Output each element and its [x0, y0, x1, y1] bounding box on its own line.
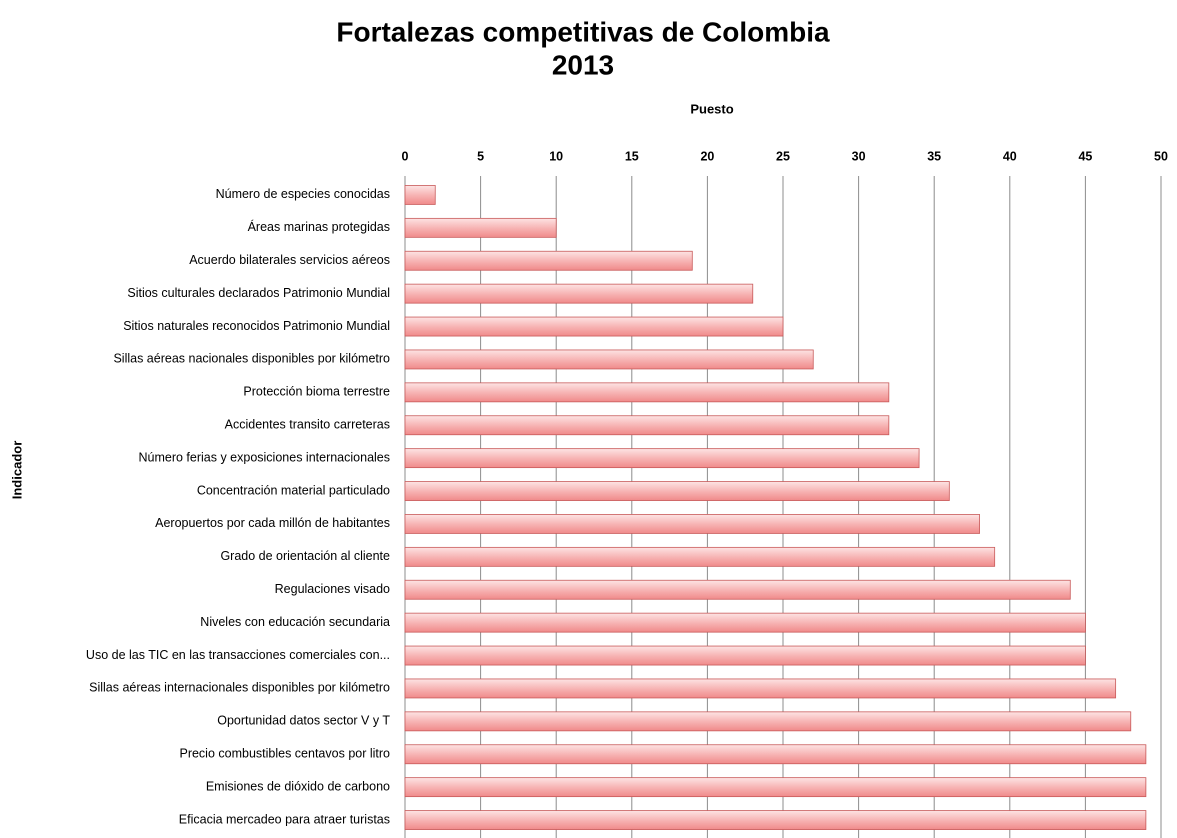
y-tick-label: Protección bioma terrestre: [243, 385, 390, 399]
y-tick-label: Sillas aéreas internacionales disponible…: [89, 681, 390, 695]
bar: [404, 612, 1086, 633]
x-tick-label: 20: [700, 149, 714, 163]
x-tick-label: 10: [549, 149, 563, 163]
x-tick-label: 45: [1078, 149, 1092, 163]
bar: [404, 349, 814, 370]
bar: [404, 217, 557, 238]
y-tick-label: Sitios culturales declarados Patrimonio …: [127, 286, 390, 300]
x-tick-label: 25: [776, 149, 790, 163]
bar: [404, 250, 693, 271]
y-tick-label: Oportunidad datos sector V y T: [217, 714, 390, 728]
x-tick-label: 0: [402, 149, 409, 163]
x-tick-label: 40: [1003, 149, 1017, 163]
y-tick-label: Aeropuertos por cada millón de habitante…: [155, 516, 390, 530]
chart-title: Fortalezas competitivas de Colombia: [336, 16, 830, 47]
bar: [404, 810, 1147, 830]
y-tick-label: Sillas aéreas nacionales disponibles por…: [113, 352, 390, 366]
bar: [404, 448, 920, 469]
x-tick-label: 50: [1154, 149, 1168, 163]
chart-subtitle: 2013: [552, 49, 614, 80]
y-tick-label: Regulaciones visado: [275, 582, 390, 596]
y-tick-label: Concentración material particulado: [197, 483, 390, 497]
y-tick-label: Grado de orientación al cliente: [220, 549, 390, 563]
x-tick-label: 35: [927, 149, 941, 163]
y-tick-label: Número de especies conocidas: [216, 187, 390, 201]
y-tick-label: Número ferias y exposiciones internacion…: [138, 450, 390, 464]
y-tick-label: Acuerdo bilaterales servicios aéreos: [189, 253, 390, 267]
x-tick-label: 30: [852, 149, 866, 163]
bar: [404, 415, 890, 436]
y-tick-label: Emisiones de dióxido de carbono: [206, 779, 390, 793]
x-axis-label: Puesto: [690, 101, 733, 116]
bar: [404, 645, 1086, 666]
y-tick-label: Eficacia mercadeo para atraer turistas: [179, 812, 390, 826]
x-tick-label: 15: [625, 149, 639, 163]
bar: [404, 382, 890, 403]
bar: [404, 711, 1132, 732]
bar: [404, 316, 784, 337]
x-tick-label: 5: [477, 149, 484, 163]
bar: [404, 514, 980, 534]
bar: [404, 546, 996, 567]
bar: [404, 744, 1147, 765]
y-tick-label: Áreas marinas protegidas: [248, 219, 390, 234]
y-tick-label: Sitios naturales reconocidos Patrimonio …: [123, 319, 390, 333]
bar: [404, 481, 950, 501]
y-tick-label: Niveles con educación secundaria: [200, 615, 390, 629]
y-tick-label: Precio combustibles centavos por litro: [179, 747, 390, 761]
y-tick-label: Uso de las TIC en las transacciones come…: [86, 648, 390, 662]
bar: [404, 579, 1071, 600]
bar: [404, 185, 436, 205]
y-axis-label: Indicador: [9, 441, 24, 500]
bar: [404, 777, 1147, 798]
bar: [404, 283, 754, 304]
y-tick-label: Accidentes transito carreteras: [225, 418, 390, 432]
bar: [404, 678, 1117, 699]
